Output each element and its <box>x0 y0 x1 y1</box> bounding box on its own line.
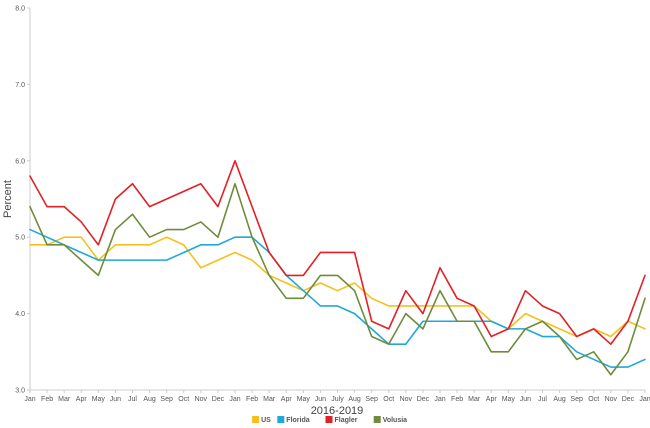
x-tick-label: Aug <box>348 396 361 403</box>
y-tick-label: 4.0 <box>15 311 25 318</box>
x-axis-title: 2016-2019 <box>311 405 364 417</box>
y-tick-label: 5.0 <box>15 235 25 242</box>
x-tick-label: Jun <box>520 396 531 403</box>
x-tick-label: Nov <box>195 396 208 403</box>
x-tick-label: Sep <box>160 396 173 403</box>
y-tick-label: 3.0 <box>15 388 25 395</box>
x-tick-label: Apr <box>76 396 88 403</box>
x-tick-label: Jul <box>128 396 137 403</box>
series-line-flagler <box>29 160 646 345</box>
x-tick-label: Jun <box>110 396 121 403</box>
x-tick-label: Mar <box>58 396 71 403</box>
y-tick-label: 8.0 <box>15 6 25 13</box>
x-tick-label: Aug <box>143 396 156 403</box>
x-tick-label: Apr <box>486 396 498 403</box>
legend-label-volusia: Volusia <box>383 417 407 424</box>
legend-label-flagler: Flagler <box>335 417 358 424</box>
x-tick-label: May <box>297 396 311 403</box>
x-tick-label: Apr <box>281 396 293 403</box>
x-tick-label: Dec <box>622 396 635 403</box>
series-lines <box>29 160 646 376</box>
x-tick-label: Feb <box>41 396 53 403</box>
x-tick-label: Jul <box>538 396 547 403</box>
x-tick-label: Feb <box>451 396 463 403</box>
x-tick-label: Nov <box>605 396 618 403</box>
x-tick-label: Oct <box>588 396 599 403</box>
series-line-florida <box>29 228 646 368</box>
legend-swatch-florida <box>277 416 285 423</box>
x-tick-label: Jun <box>315 396 326 403</box>
legend: US Florida Flagler Volusia <box>252 416 407 424</box>
x-tick-label: Dec <box>212 396 225 403</box>
x-tick-label: Oct <box>178 396 189 403</box>
x-tick-label: Oct <box>383 396 394 403</box>
x-tick-label: May <box>92 396 106 403</box>
legend-label-us: US <box>261 417 271 424</box>
legend-label-florida: Florida <box>286 417 309 424</box>
y-tick-label: 6.0 <box>15 158 25 165</box>
axes <box>29 8 645 391</box>
x-tick-label: Dec <box>417 396 430 403</box>
x-tick-label: Jan <box>24 396 35 403</box>
x-tick-label: Mar <box>468 396 481 403</box>
x-tick-label: Sep <box>570 396 583 403</box>
y-axis-title: Percent <box>2 180 14 218</box>
y-tick-label: 7.0 <box>15 82 25 89</box>
legend-swatch-us <box>252 416 260 423</box>
x-tick-label: Jan <box>434 396 445 403</box>
x-tick-label: Feb <box>246 396 258 403</box>
x-tick-label: Mar <box>263 396 276 403</box>
y-tick-labels: 3.0 4.0 5.0 6.0 7.0 8.0 <box>15 6 30 395</box>
legend-swatch-volusia <box>373 416 381 423</box>
x-tick-label: Jan <box>229 396 240 403</box>
x-tick-label: Sep <box>365 396 378 403</box>
x-tick-labels: Jan Feb Mar Apr May Jun Jul Aug Sep Oct Nov Dec Jan F… <box>24 390 650 403</box>
x-tick-label: July <box>331 396 344 403</box>
series-line-volusia <box>29 182 646 376</box>
x-tick-label: Jan <box>639 396 650 403</box>
x-tick-label: Nov <box>400 396 413 403</box>
x-tick-label: May <box>502 396 516 403</box>
legend-swatch-flagler <box>325 416 333 423</box>
x-tick-label: Aug <box>553 396 566 403</box>
